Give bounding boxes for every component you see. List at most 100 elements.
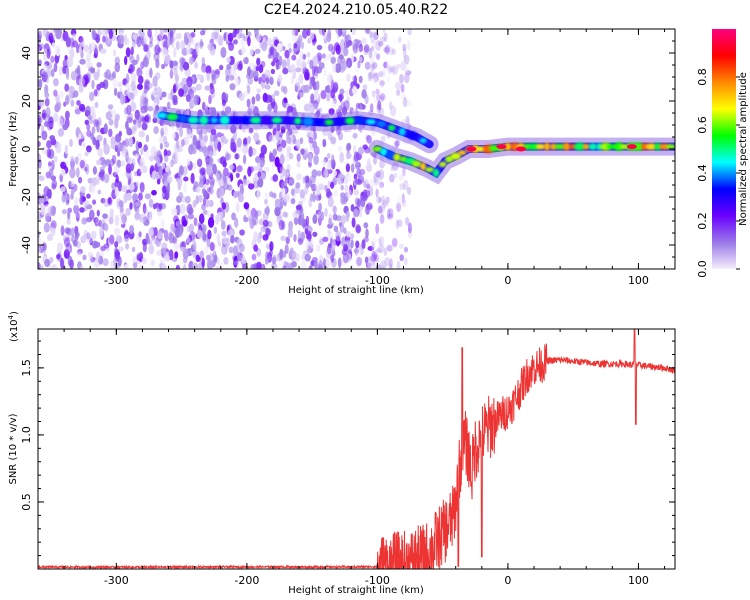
noise-speckle <box>225 153 232 161</box>
noise-speckle <box>383 247 388 257</box>
noise-speckle <box>114 241 119 248</box>
noise-speckle <box>252 70 259 80</box>
noise-speckle <box>358 43 364 53</box>
noise-speckle <box>115 133 122 143</box>
noise-speckle <box>254 182 258 190</box>
noise-speckle <box>117 181 122 192</box>
noise-speckle <box>62 123 69 131</box>
noise-speckle <box>267 53 272 59</box>
noise-speckle <box>277 74 283 83</box>
noise-speckle <box>295 78 302 87</box>
track-blob <box>314 119 324 126</box>
noise-speckle <box>74 105 80 114</box>
noise-speckle <box>355 225 362 234</box>
noise-speckle <box>402 97 408 108</box>
noise-speckle <box>278 219 285 231</box>
noise-speckle <box>310 130 314 138</box>
noise-speckle <box>132 33 138 41</box>
noise-speckle <box>329 75 333 82</box>
noise-speckle <box>241 46 246 55</box>
noise-speckle <box>335 230 341 242</box>
noise-speckle <box>76 100 81 106</box>
noise-speckle <box>327 43 334 52</box>
track-hotspot <box>516 146 526 152</box>
noise-speckle <box>387 208 391 220</box>
noise-speckle <box>370 103 374 113</box>
noise-speckle <box>199 250 204 259</box>
noise-speckle <box>343 243 348 252</box>
noise-speckle <box>190 172 195 184</box>
noise-speckle <box>205 158 212 164</box>
noise-speckle <box>78 46 82 53</box>
snr-y-label: SNR (10 * v/v) <box>8 413 19 484</box>
noise-speckle <box>161 91 167 98</box>
noise-speckle <box>361 37 368 45</box>
noise-speckle <box>44 258 51 268</box>
noise-speckle <box>239 229 245 236</box>
noise-speckle <box>81 217 87 225</box>
noise-speckle <box>376 174 381 184</box>
noise-speckle <box>60 161 67 169</box>
noise-speckle <box>205 199 212 207</box>
noise-speckle <box>274 198 281 210</box>
noise-speckle <box>222 160 227 168</box>
track-blob <box>549 143 558 151</box>
track-blob <box>554 143 566 150</box>
noise-speckle <box>323 66 327 77</box>
noise-speckle <box>51 179 58 189</box>
noise-speckle <box>285 237 289 245</box>
noise-speckle <box>260 172 267 180</box>
x-tick-label: 100 <box>628 574 649 587</box>
noise-speckle <box>308 265 313 269</box>
noise-speckle <box>179 165 184 176</box>
noise-speckle <box>55 94 60 103</box>
noise-speckle <box>152 75 158 87</box>
track-blob <box>398 127 406 136</box>
noise-speckle <box>76 65 81 76</box>
noise-speckle <box>83 200 90 208</box>
noise-speckle <box>103 243 110 249</box>
noise-speckle <box>324 85 331 93</box>
noise-speckle <box>260 60 266 68</box>
noise-speckle <box>129 225 135 234</box>
noise-speckle <box>306 29 311 37</box>
noise-speckle <box>393 66 399 74</box>
noise-speckle <box>86 232 91 240</box>
noise-speckle <box>170 223 175 232</box>
noise-speckle <box>366 163 372 173</box>
noise-speckle <box>219 64 224 71</box>
noise-speckle <box>126 104 132 115</box>
noise-speckle <box>46 188 52 198</box>
noise-speckle <box>389 105 397 117</box>
noise-speckle <box>313 213 318 220</box>
noise-speckle <box>113 165 120 175</box>
noise-speckle <box>87 177 94 184</box>
noise-speckle <box>103 123 108 135</box>
noise-speckle <box>195 74 202 80</box>
noise-speckle <box>130 46 134 56</box>
noise-speckle <box>148 198 154 208</box>
noise-speckle <box>357 60 361 69</box>
noise-speckle <box>281 59 287 70</box>
noise-speckle <box>309 32 315 40</box>
noise-speckle <box>236 137 242 148</box>
noise-speckle <box>235 202 240 213</box>
noise-speckle <box>244 56 249 65</box>
noise-speckle <box>114 214 120 226</box>
noise-speckle <box>344 184 349 192</box>
noise-speckle <box>401 193 405 204</box>
noise-speckle <box>104 35 111 45</box>
noise-speckle <box>277 146 284 155</box>
noise-speckle <box>79 265 84 269</box>
noise-speckle <box>264 192 269 200</box>
noise-speckle <box>298 73 304 85</box>
noise-speckle <box>143 144 148 153</box>
track-blob <box>376 121 386 127</box>
noise-speckle <box>253 29 259 35</box>
noise-speckle <box>399 254 404 262</box>
noise-speckle <box>105 159 111 166</box>
noise-speckle <box>402 43 407 52</box>
noise-speckle <box>389 173 395 183</box>
noise-speckle <box>113 49 117 57</box>
noise-speckle <box>120 94 126 105</box>
